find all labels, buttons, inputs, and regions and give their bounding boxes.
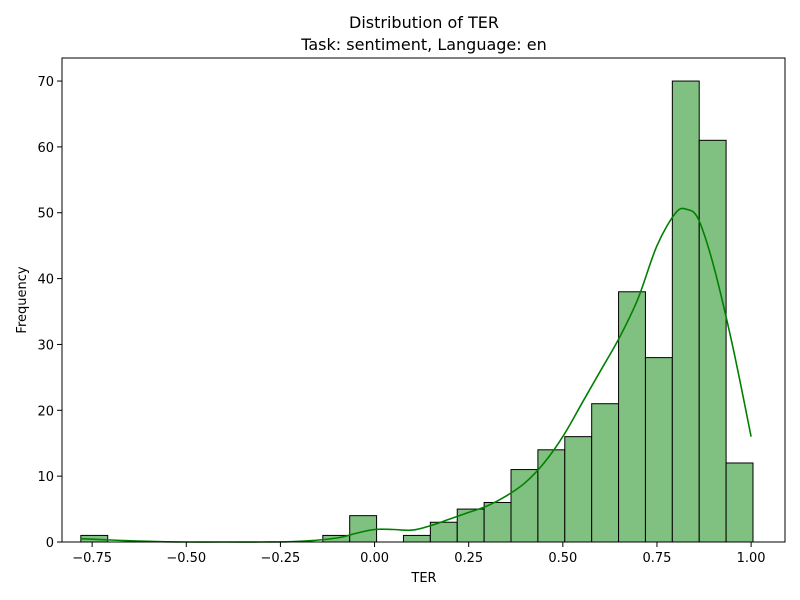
x-tick-label: 1.00 [737,551,766,566]
histogram-bar [510,469,539,543]
histogram-bar [402,534,431,543]
x-tick-label: 0.50 [548,551,577,566]
histogram-bar [618,291,646,543]
y-tick-label: 50 [37,207,54,222]
histogram-bars [80,80,754,543]
histogram-bar [349,515,378,543]
histogram-bar [483,501,512,543]
x-axis-ticks: −0.75 −0.50 −0.25 0.00 0.25 0.50 0.75 1.00 [72,542,766,566]
histogram-bar [698,139,727,543]
x-axis-label: TER [410,571,436,586]
histogram-bar [564,436,593,543]
histogram-bar [456,508,485,543]
chart-title: Distribution of TER [349,13,499,32]
y-tick-label: 30 [37,338,54,353]
y-tick-label: 40 [37,273,54,288]
y-tick-label: 0 [46,536,54,551]
histogram-bar [671,80,700,543]
x-tick-label: 0.00 [360,551,389,566]
x-tick-label: −0.75 [72,551,112,566]
chart-subtitle: Task: sentiment, Language: en [300,35,546,54]
histogram-bar [644,357,673,543]
y-tick-label: 70 [37,75,54,90]
y-tick-label: 10 [37,470,54,485]
x-tick-label: −0.25 [260,551,300,566]
y-axis-ticks: 0 10 20 30 40 50 60 70 [37,75,62,551]
x-tick-label: −0.50 [166,551,206,566]
y-axis-label: Frequency [15,266,30,333]
x-tick-label: 0.75 [642,551,671,566]
histogram-bar [537,449,566,543]
histogram-bar [591,403,620,543]
histogram-bar [725,462,754,543]
y-tick-label: 20 [37,404,54,419]
plot-frame [61,57,786,543]
x-tick-label: 0.25 [454,551,483,566]
y-tick-label: 60 [37,141,54,156]
